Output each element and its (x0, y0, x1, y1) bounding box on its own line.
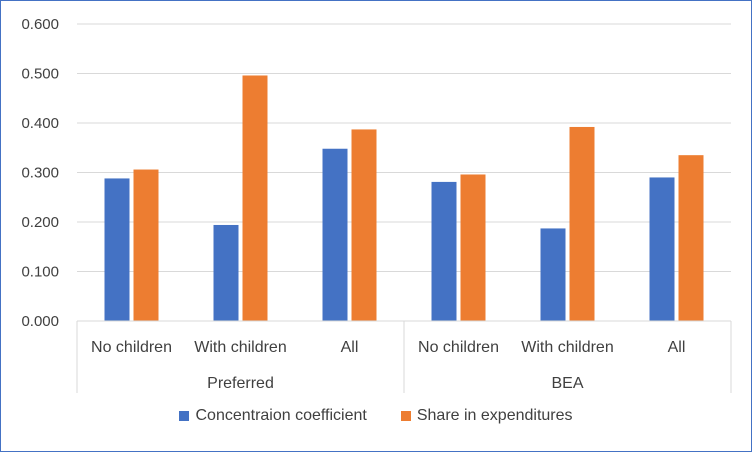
legend-item-series-2: Share in expenditures (400, 407, 573, 425)
bar-2-5 (569, 126, 595, 322)
y-tick-label: 0.100 (21, 264, 59, 281)
bar-2-6 (678, 155, 704, 321)
y-tick-label: 0.400 (21, 115, 59, 132)
legend-swatch-series-2 (400, 411, 411, 421)
x-tick-label: With children (521, 339, 613, 356)
bar-1-1 (104, 178, 130, 321)
bar-2-2 (242, 75, 268, 321)
y-tick-label: 0.500 (21, 66, 59, 83)
y-tick-label: 0.600 (21, 16, 59, 33)
bar-1-5 (540, 228, 566, 321)
bar-1-2 (213, 224, 239, 321)
bar-1-4 (431, 181, 457, 321)
bar-1-3 (322, 148, 348, 321)
legend: Concentraion coefficient Share in expend… (1, 407, 751, 425)
bar-1-6 (649, 177, 675, 321)
x-tick-label: All (668, 339, 686, 356)
bar-2-1 (133, 169, 159, 321)
legend-item-series-1: Concentraion coefficient (179, 407, 367, 425)
bar-2-4 (460, 174, 486, 321)
group-label: Preferred (207, 375, 274, 392)
y-tick-label: 0.300 (21, 165, 59, 182)
x-tick-label: All (341, 339, 359, 356)
legend-label-series-1: Concentraion coefficient (195, 407, 367, 424)
y-tick-label: 0.000 (21, 313, 59, 330)
x-tick-label: With children (194, 339, 286, 356)
legend-label-series-2: Share in expenditures (416, 407, 573, 424)
bar-chart: 0.000 0.100 0.200 0.300 0.400 0.500 0.600 No ch… (21, 16, 732, 393)
x-tick-label: No children (91, 339, 172, 356)
x-tick-label: No children (418, 339, 499, 356)
bar-2-3 (351, 129, 377, 321)
group-label: BEA (551, 375, 583, 392)
legend-swatch-series-1 (179, 411, 190, 421)
y-tick-label: 0.200 (21, 214, 59, 231)
